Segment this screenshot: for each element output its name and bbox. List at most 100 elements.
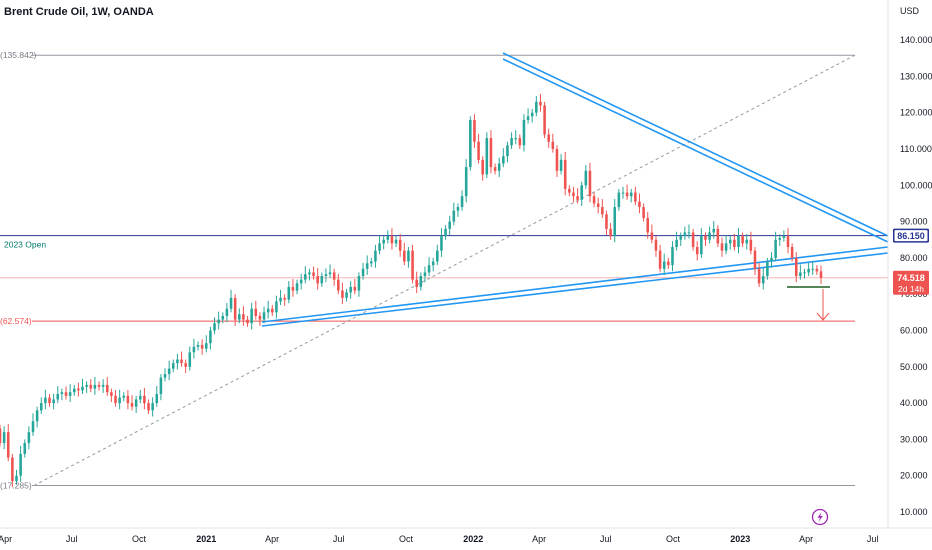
candle-body xyxy=(341,290,344,298)
candle-body xyxy=(617,192,621,208)
candle-body xyxy=(539,101,542,106)
candle-body xyxy=(221,315,225,320)
candle-body xyxy=(485,138,489,175)
candle-body xyxy=(667,261,670,266)
candle-body xyxy=(81,386,84,391)
candle-body xyxy=(675,239,678,248)
candle-body xyxy=(745,239,749,244)
candle-body xyxy=(184,363,187,367)
x-tick-label: Jul xyxy=(66,534,78,544)
candle-body xyxy=(68,392,72,396)
candle-body xyxy=(584,170,588,186)
candle-body xyxy=(134,399,138,407)
candle-body xyxy=(225,308,229,316)
candle-body xyxy=(473,119,476,142)
level-17-label: (17.285) xyxy=(0,481,32,491)
x-tick-label: Apr xyxy=(265,534,279,544)
level-86-badge-inner xyxy=(894,230,928,242)
candle-body xyxy=(543,105,546,135)
candle-body xyxy=(85,384,88,387)
diagonal-dashed-line xyxy=(33,54,856,486)
candle-body xyxy=(308,272,311,275)
y-tick-label: 120.000 xyxy=(900,108,932,118)
candle-body xyxy=(163,374,167,378)
candle-body xyxy=(737,236,740,248)
candle-body xyxy=(118,397,121,404)
candle-body xyxy=(448,221,451,229)
candle-body xyxy=(716,228,720,244)
candle-body xyxy=(15,475,18,482)
trend-drawings xyxy=(33,52,889,486)
candle-body xyxy=(254,308,258,316)
candle-body xyxy=(209,330,212,344)
candle-body xyxy=(592,196,596,204)
y-tick-label: 60.000 xyxy=(900,326,928,336)
candle-body xyxy=(411,250,414,280)
candle-body xyxy=(374,250,377,262)
candle-body xyxy=(238,314,241,320)
candle-body xyxy=(638,201,641,208)
candle-body xyxy=(31,421,35,433)
candle-body xyxy=(629,192,633,197)
candle-body xyxy=(510,138,513,146)
x-tick-label: Oct xyxy=(399,534,414,544)
x-tick-label: 2023 xyxy=(730,534,750,544)
candle-body xyxy=(229,297,233,309)
candle-body xyxy=(634,192,637,202)
candle-body xyxy=(464,167,468,197)
down-arrow-head xyxy=(816,312,830,321)
candle-body xyxy=(217,319,220,324)
candle-body xyxy=(304,274,307,280)
candle-body xyxy=(77,388,80,391)
candle-body xyxy=(349,286,352,293)
candle-body xyxy=(555,149,559,171)
candle-body xyxy=(328,272,332,275)
last-price-badge xyxy=(893,270,929,295)
candle-body xyxy=(52,399,55,404)
candle-body xyxy=(704,236,707,240)
x-tick-label: Apr xyxy=(532,534,546,544)
lightning-icon[interactable] xyxy=(811,508,829,526)
candle-body xyxy=(526,116,530,120)
candle-body xyxy=(502,156,505,164)
candle-body xyxy=(547,134,550,142)
candle-body xyxy=(530,112,534,117)
candle-body xyxy=(415,279,418,287)
candle-body xyxy=(481,159,484,175)
candle-body xyxy=(671,247,674,266)
candle-body xyxy=(613,207,616,237)
y-tick-label: 50.000 xyxy=(900,362,928,372)
candle-body xyxy=(444,228,447,237)
candle-body xyxy=(266,308,270,313)
candle-body xyxy=(93,384,97,389)
candle-body xyxy=(819,271,823,278)
candle-body xyxy=(180,359,183,364)
candle-body xyxy=(695,247,699,255)
candle-body xyxy=(283,297,286,300)
candle-body xyxy=(535,101,538,113)
candle-body xyxy=(56,394,60,400)
x-tick-label: Jul xyxy=(867,534,879,544)
candle-body xyxy=(213,323,216,331)
y-tick-label: 110.000 xyxy=(900,144,932,154)
y-tick-label: 10.000 xyxy=(900,507,928,517)
candlesticks xyxy=(0,93,823,488)
candle-body xyxy=(601,207,604,215)
candle-body xyxy=(192,346,196,353)
candle-body xyxy=(398,239,402,251)
year-open-label: 2023 Open xyxy=(4,240,46,250)
candle-body xyxy=(39,403,43,411)
candle-body xyxy=(176,359,179,364)
candle-body xyxy=(799,272,802,277)
candle-body xyxy=(642,207,645,218)
candle-body xyxy=(258,315,262,320)
candle-body xyxy=(89,384,93,389)
candle-body xyxy=(312,272,315,277)
candle-body xyxy=(262,312,266,320)
candle-body xyxy=(807,268,810,273)
candle-body xyxy=(708,232,711,240)
candle-body xyxy=(357,276,361,291)
candle-body xyxy=(576,196,579,200)
candle-body xyxy=(295,283,299,291)
